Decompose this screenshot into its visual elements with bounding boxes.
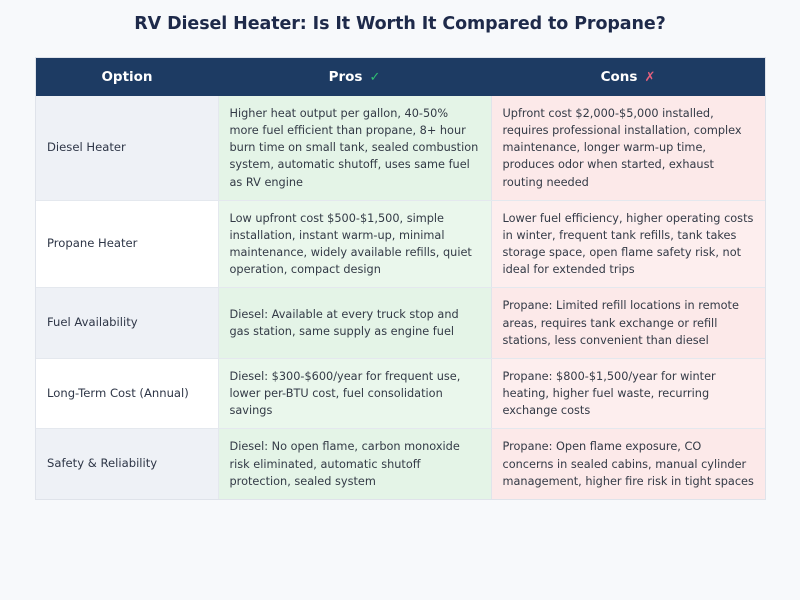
cell-option: Long-Term Cost (Annual) bbox=[36, 358, 219, 430]
table-header: Option Pros ✓ Cons ✗ bbox=[36, 58, 765, 96]
check-mark-icon: ✓ bbox=[369, 69, 381, 85]
cell-cons: Propane: $800-$1,500/year for winter hea… bbox=[491, 358, 765, 430]
cell-pros: Low upfront cost $500-$1,500, simple ins… bbox=[218, 200, 492, 289]
cell-pros: Diesel: $300-$600/year for frequent use,… bbox=[218, 358, 492, 430]
table-body: Diesel Heater Higher heat output per gal… bbox=[36, 96, 765, 499]
cell-cons: Propane: Limited refill locations in rem… bbox=[491, 287, 765, 359]
cell-cons: Lower fuel efficiency, higher operating … bbox=[491, 200, 765, 289]
comparison-table-container: Option Pros ✓ Cons ✗ bbox=[36, 58, 765, 499]
cell-pros: Diesel: Available at every truck stop an… bbox=[218, 287, 492, 359]
cell-cons: Upfront cost $2,000-$5,000 installed, re… bbox=[491, 96, 765, 201]
comparison-table: Option Pros ✓ Cons ✗ bbox=[36, 58, 765, 499]
table-row: Fuel Availability Diesel: Available at e… bbox=[36, 287, 765, 359]
column-header-cons[interactable]: Cons ✗ bbox=[491, 58, 765, 96]
table-row: Diesel Heater Higher heat output per gal… bbox=[36, 96, 765, 201]
table-row: Long-Term Cost (Annual) Diesel: $300-$60… bbox=[36, 358, 765, 430]
column-header-option[interactable]: Option bbox=[36, 58, 218, 96]
page-title: RV Diesel Heater: Is It Worth It Compare… bbox=[134, 14, 666, 34]
cell-pros: Higher heat output per gallon, 40-50% mo… bbox=[218, 96, 492, 201]
table-row: Propane Heater Low upfront cost $500-$1,… bbox=[36, 200, 765, 289]
column-header-option-label: Option bbox=[101, 69, 153, 85]
column-header-pros[interactable]: Pros ✓ bbox=[218, 58, 491, 96]
cell-option: Safety & Reliability bbox=[36, 428, 219, 499]
cross-mark-icon: ✗ bbox=[644, 69, 656, 85]
column-header-pros-label: Pros bbox=[328, 69, 363, 85]
cell-pros: Diesel: No open flame, carbon monoxide r… bbox=[218, 428, 492, 499]
column-header-cons-label: Cons bbox=[600, 69, 638, 85]
table-header-row: Option Pros ✓ Cons ✗ bbox=[36, 58, 765, 96]
cell-option: Propane Heater bbox=[36, 200, 219, 289]
cell-option: Fuel Availability bbox=[36, 287, 219, 359]
table-row: Safety & Reliability Diesel: No open fla… bbox=[36, 428, 765, 499]
cell-cons: Propane: Open flame exposure, CO concern… bbox=[491, 428, 765, 499]
cell-option: Diesel Heater bbox=[36, 96, 219, 201]
